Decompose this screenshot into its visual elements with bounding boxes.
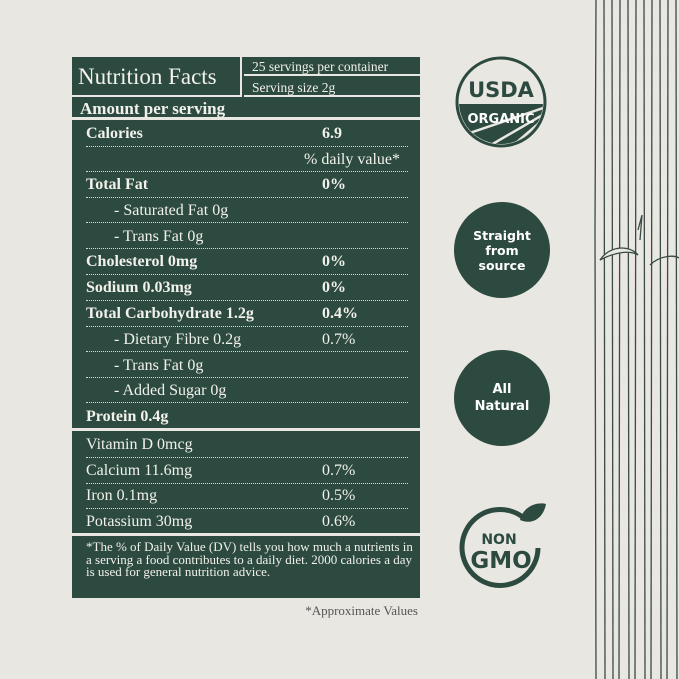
- nutrient-label: Potassium 30mg: [86, 512, 193, 530]
- nutrient-row: Potassium 30mg 0.6%: [86, 509, 408, 534]
- badge-text: All Natural: [474, 382, 530, 414]
- nutrient-label: Cholesterol 0mg: [86, 253, 198, 271]
- nutrient-row: - Saturated Fat 0g: [86, 198, 408, 223]
- calories-label: Calories: [86, 125, 143, 142]
- straight-from-source-badge: Straight from source: [454, 202, 550, 298]
- nutrition-facts-panel: Nutrition Facts 25 servings per containe…: [72, 57, 420, 598]
- nutrient-label: - Saturated Fat 0g: [114, 201, 229, 219]
- nutrient-label: - Added Sugar 0g: [114, 382, 227, 400]
- nutrient-row: Protein 0.4g: [86, 404, 408, 429]
- bamboo-illustration: [594, 0, 679, 679]
- all-natural-badge: All Natural: [454, 350, 550, 446]
- nutrient-label: Total Fat: [86, 176, 149, 193]
- nutrient-row: - Trans Fat 0g: [86, 353, 408, 378]
- nutrient-label: - Dietary Fibre 0.2g: [114, 330, 242, 348]
- nutrient-row: Cholesterol 0mg 0%: [86, 249, 408, 276]
- usda-organic-badge: USDA ORGANIC: [454, 55, 548, 149]
- serving-size: Serving size 2g: [244, 78, 420, 97]
- svg-text:ORGANIC: ORGANIC: [467, 112, 534, 127]
- nutrient-value: 0.6%: [322, 512, 356, 530]
- svg-text:GMO: GMO: [470, 548, 531, 574]
- non-gmo-leaf-icon: NON GMO: [459, 503, 546, 588]
- nutrient-value: 0%: [322, 253, 346, 271]
- nutrient-value: 0.4%: [322, 305, 358, 322]
- nutrient-row: Calcium 11.6mg 0.7%: [86, 458, 408, 484]
- nutrition-title: Nutrition Facts: [72, 57, 242, 97]
- nutrient-value: 0.7%: [322, 330, 356, 348]
- approximate-note: *Approximate Values: [305, 603, 418, 618]
- divider: [72, 428, 420, 431]
- svg-text:USDA: USDA: [468, 78, 535, 102]
- nutrient-value: 0.5%: [322, 487, 356, 504]
- footnote: *The % of Daily Value (DV) tells you how…: [86, 539, 413, 579]
- nutrient-label: Protein 0.4g: [86, 408, 169, 426]
- nutrient-label: Sodium 0.03mg: [86, 279, 192, 297]
- nutrient-label: Vitamin D 0mcg: [86, 436, 193, 453]
- daily-value-header: % daily value*: [86, 147, 408, 172]
- nutrient-row: Sodium 0.03mg 0%: [86, 275, 408, 302]
- nutrient-value: 0%: [322, 279, 346, 297]
- amount-per-serving: Amount per serving: [72, 99, 420, 120]
- divider: [72, 533, 420, 536]
- nutrient-row: - Trans Fat 0g: [86, 224, 408, 249]
- nutrient-label: Total Carbohydrate 1.2g: [86, 305, 254, 322]
- nutrient-row: Total Fat 0%: [86, 172, 408, 198]
- nutrient-label: - Trans Fat 0g: [114, 227, 204, 245]
- nutrient-label: Calcium 11.6mg: [86, 461, 193, 479]
- calories-row: Calories 6.9: [86, 121, 408, 147]
- nutrient-value: 0%: [322, 176, 346, 193]
- servings-per-container: 25 servings per container: [244, 57, 420, 76]
- badge-text: Straight from source: [473, 227, 531, 273]
- nutrient-row: Total Carbohydrate 1.2g 0.4%: [86, 301, 408, 327]
- nutrient-label: - Trans Fat 0g: [114, 356, 204, 374]
- non-gmo-badge: NON GMO: [454, 498, 550, 594]
- nutrient-label: Iron 0.1mg: [86, 487, 158, 504]
- nutrient-row: Vitamin D 0mcg: [86, 432, 408, 458]
- nutrient-row: - Dietary Fibre 0.2g 0.7%: [86, 327, 408, 352]
- nutrient-row: Iron 0.1mg 0.5%: [86, 483, 408, 509]
- svg-text:NON: NON: [481, 532, 516, 548]
- nutrient-value: 0.7%: [322, 461, 356, 479]
- calories-value: 6.9: [322, 125, 342, 142]
- nutrient-row: - Added Sugar 0g: [86, 378, 408, 404]
- usda-organic-icon: USDA ORGANIC: [455, 56, 547, 148]
